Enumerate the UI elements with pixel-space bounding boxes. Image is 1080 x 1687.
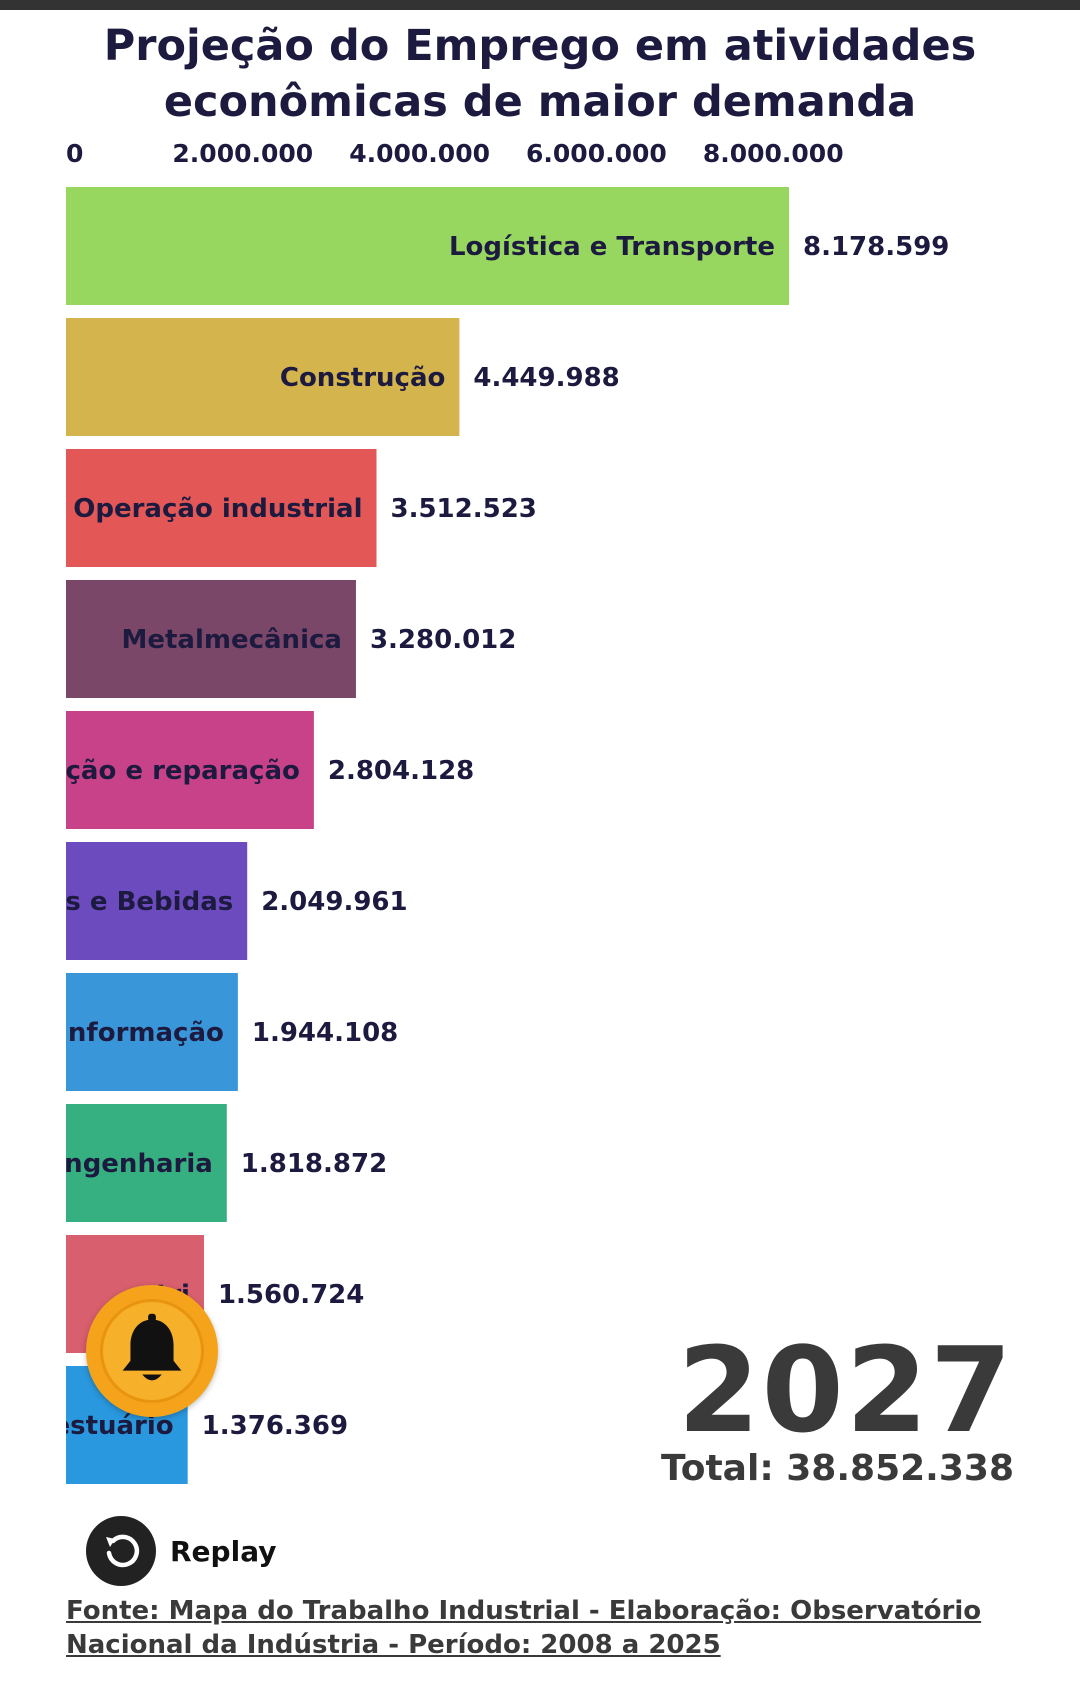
bar-value-label: 4.449.988 — [473, 363, 619, 393]
x-tick-label: 6.000.000 — [526, 139, 667, 168]
bar-category-label: Operação industrial — [73, 494, 362, 524]
bar-category-label: Construção — [280, 363, 446, 393]
bar-category-label: engenharia — [47, 1149, 213, 1179]
bar — [66, 842, 248, 960]
bar — [66, 318, 460, 436]
bar-chart: 0 2.000.000 4.000.000 6.000.000 8.000.000 Log… — [47, 139, 949, 1484]
notification-bell-button[interactable] — [86, 1285, 218, 1417]
bar-category-label: nção e reparação — [47, 756, 300, 786]
replay-label: Replay — [170, 1534, 277, 1568]
x-tick-label: 0 — [66, 139, 83, 168]
bar-value-label: 1.818.872 — [241, 1149, 387, 1179]
x-tick-label: 8.000.000 — [703, 139, 844, 168]
bell-icon — [122, 1313, 182, 1381]
bar-category-label: Informação — [58, 1018, 224, 1048]
replay-icon-circle — [86, 1516, 156, 1586]
bar — [66, 711, 314, 829]
bar-value-label: 3.280.012 — [370, 625, 516, 655]
total-label: Total: 38.852.338 — [660, 1448, 1014, 1489]
source-line-2: Nacional da Indústria - Período: 2008 a … — [66, 1630, 721, 1660]
source-line-1: Fonte: Mapa do Trabalho Industrial - Ela… — [66, 1596, 982, 1626]
bar-value-label: 2.049.961 — [261, 887, 407, 917]
bar — [66, 449, 377, 567]
bar — [66, 1104, 227, 1222]
bar-value-label: 1.944.108 — [252, 1018, 398, 1048]
top-bar — [0, 0, 1080, 10]
x-tick-label: 4.000.000 — [349, 139, 490, 168]
bar-category-label: Metalmecânica — [121, 625, 341, 655]
source-link[interactable]: Fonte: Mapa do Trabalho Industrial - Ela… — [66, 1594, 1006, 1662]
chart-title: Projeção do Emprego em atividades econôm… — [0, 18, 1080, 130]
bar-category-label: os e Bebidas — [48, 887, 234, 917]
bar-value-label: 1.560.724 — [218, 1280, 364, 1310]
bar — [66, 187, 789, 305]
bar — [66, 973, 238, 1091]
bar-value-label: 3.512.523 — [391, 494, 537, 524]
replay-icon — [106, 1534, 140, 1568]
replay-button[interactable]: Replay — [86, 1516, 276, 1586]
year-label: 2027 — [677, 1321, 1014, 1459]
bar-value-label: 8.178.599 — [803, 232, 949, 262]
bell-icon-circle — [100, 1299, 204, 1403]
bar — [66, 580, 356, 698]
bar-value-label: 1.376.369 — [202, 1411, 348, 1441]
bar-category-label: Logística e Transporte — [449, 232, 775, 262]
x-tick-label: 2.000.000 — [172, 139, 313, 168]
bar-value-label: 2.804.128 — [328, 756, 474, 786]
chart-title-line-1: Projeção do Emprego em atividades — [103, 21, 977, 71]
chart-title-line-2: econômicas de maior demanda — [163, 77, 917, 127]
